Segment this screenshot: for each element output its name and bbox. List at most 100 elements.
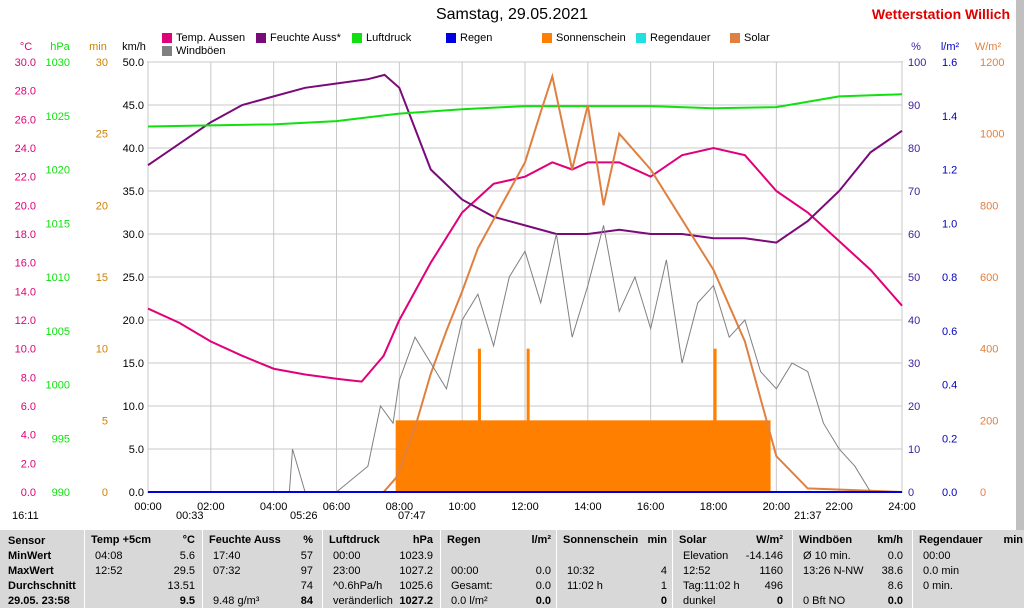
x-tick-label: 08:00 (386, 501, 414, 513)
y-tick-label-temp: 30.0 (15, 57, 36, 69)
y-tick-label-temp: 10.0 (15, 344, 36, 356)
y-tick-label-min: 15 (96, 272, 108, 284)
cell-value: 1160 (759, 565, 783, 577)
cell-value: 0.0 (535, 595, 551, 607)
cell-value: 1027.2 (399, 595, 433, 607)
series-line-luftdruck (147, 93, 903, 128)
axis-unit-rain: l/m² (941, 41, 960, 53)
cell-value: 29.5 (173, 565, 195, 577)
y-tick-label-press: 995 (52, 433, 70, 445)
y-tick-label-wind: 45.0 (123, 100, 144, 112)
y-tick-label-wind: 10.0 (123, 401, 144, 413)
cell-value: 0 (660, 595, 667, 607)
y-tick-label-humidity: 90 (908, 100, 920, 112)
summary-column: Feuchte Auss% 17:40 57 07:32 97 74 9.48 g/m³ 84 (202, 530, 317, 608)
cell-value: 38.6 (881, 565, 903, 577)
legend-swatch (162, 33, 172, 43)
y-tick-label-temp: 28.0 (15, 86, 36, 98)
time-marker-1: 00:33 (176, 510, 204, 522)
y-tick-label-rain: 0.8 (942, 272, 957, 284)
summary-column: Luftdruck hPa 00:00 1023.9 23:00 1027.2 ^0.6hP… (322, 530, 437, 608)
column-unit: km/h (877, 534, 903, 546)
y-tick-label-solar: 600 (980, 272, 998, 284)
y-tick-label-temp: 6.0 (21, 401, 36, 413)
y-tick-label-wind: 15.0 (123, 358, 144, 370)
cell-value: 0.0 (535, 565, 551, 577)
y-tick-label-min: 0 (102, 487, 108, 499)
legend-label: Temp. Aussen (176, 32, 246, 44)
y-tick-label-solar: 1200 (980, 57, 1004, 69)
y-tick-label-humidity: 70 (908, 186, 920, 198)
y-tick-label-temp: 22.0 (15, 172, 36, 184)
time-marker-2: 05:26 (290, 510, 318, 522)
y-tick-label-min: 30 (96, 57, 108, 69)
cell-value: 1 (660, 580, 667, 592)
legend-swatch (636, 33, 646, 43)
y-tick-label-min: 5 (102, 415, 108, 427)
column-unit: % (303, 534, 313, 546)
y-tick-label-press: 1005 (46, 326, 70, 338)
cell-value: 1025.6 (399, 580, 433, 592)
legend-label: Sonnenschein (556, 32, 626, 44)
y-tick-label-wind: 0.0 (129, 487, 144, 499)
y-tick-label-rain: 1.6 (942, 57, 957, 69)
y-tick-label-press: 1020 (46, 165, 70, 177)
row-label-min: MinWert (8, 550, 52, 562)
chart-title: Samstag, 29.05.2021 (435, 6, 589, 23)
y-tick-label-temp: 12.0 (15, 315, 36, 327)
cell-label: Elevation (683, 550, 729, 562)
y-tick-label-rain: 1.4 (942, 111, 957, 123)
legend-swatch (352, 33, 362, 43)
cell-value: 0.0 (887, 595, 903, 607)
axis-unit-wind: km/h (122, 41, 146, 53)
legend-label: Windböen (176, 45, 226, 57)
cell-value: 0.0 (535, 580, 551, 592)
x-tick-label: 12:00 (511, 501, 539, 513)
cell-value: -14.146 (745, 550, 783, 562)
y-tick-label-min: 25 (96, 129, 108, 141)
axis-unit-solar: W/m² (975, 41, 1002, 53)
legend-swatch (162, 46, 172, 56)
vertical-scrollbar[interactable] (1016, 0, 1024, 530)
legend-swatch (256, 33, 266, 43)
legend-label: Solar (744, 32, 770, 44)
sunshine-spike (477, 348, 481, 492)
axis-unit-temp: °C (20, 41, 32, 53)
x-tick-label: 06:00 (323, 501, 351, 513)
y-tick-label-temp: 20.0 (15, 200, 36, 212)
axis-unit-press: hPa (50, 41, 70, 53)
row-label-avg: Durchschnitt (8, 580, 76, 592)
x-tick-label: 20:00 (763, 501, 791, 513)
cell-label: 12:52 (95, 565, 123, 577)
y-tick-label-humidity: 0 (908, 487, 914, 499)
y-tick-label-rain: 0.6 (942, 326, 957, 338)
column-header: Luftdruck (329, 534, 380, 546)
cell-value: 84 (300, 595, 313, 607)
y-tick-label-rain: 0.0 (942, 487, 957, 499)
weather-chart: 00:00 02:00 04:00 06:00 08:00 10:00 12:00 14:00… (15, 41, 1005, 513)
legend-label: Feuchte Auss* (270, 32, 341, 44)
y-tick-label-humidity: 20 (908, 401, 920, 413)
cell-label: 0 min. (923, 580, 953, 592)
y-tick-label-temp: 14.0 (15, 286, 36, 298)
y-tick-label-min: 10 (96, 344, 108, 356)
series-line-windben (148, 225, 872, 493)
cell-value: 8.6 (887, 580, 903, 592)
series-line-feuchteauss (147, 73, 903, 244)
cell-label: 0.0 l/m² (451, 595, 488, 607)
y-tick-label-humidity: 80 (908, 143, 920, 155)
column-header: Windböen (799, 534, 853, 546)
cell-label: 10:32 (567, 565, 595, 577)
cell-value: 97 (300, 565, 313, 577)
sunshine-bar (395, 420, 771, 492)
x-tick-label: 04:00 (260, 501, 288, 513)
cell-label: ^0.6hPa/h (333, 580, 383, 592)
time-left: 16:11 (12, 510, 39, 522)
column-header: Regendauer (919, 534, 983, 546)
cell-value: 1027.2 (399, 565, 433, 577)
y-tick-label-humidity: 30 (908, 358, 920, 370)
axis-unit-humidity: % (911, 41, 921, 53)
y-tick-label-press: 1010 (46, 272, 70, 284)
time-marker-4: 21:37 (794, 510, 822, 522)
series-line-solar (148, 72, 903, 493)
